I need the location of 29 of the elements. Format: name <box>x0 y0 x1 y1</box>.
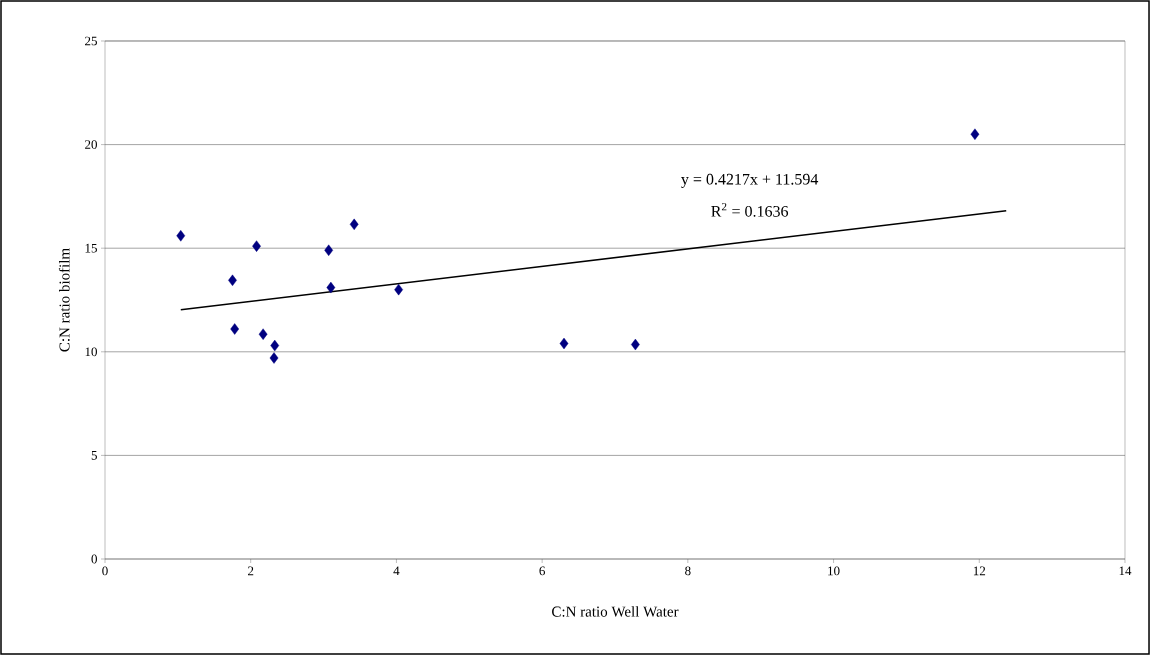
x-tick-label: 12 <box>973 566 986 576</box>
point <box>559 337 569 350</box>
x-axis-title: C:N ratio Well Water <box>552 606 679 617</box>
y-tick-label: 5 <box>91 451 97 460</box>
point <box>970 128 980 140</box>
point <box>270 339 280 352</box>
y-axis-title: C:N ratio biofilm <box>58 248 70 352</box>
x-tick-label: 6 <box>539 566 545 576</box>
x-tick-label: 10 <box>828 566 840 576</box>
x-tick-label: 4 <box>393 566 400 576</box>
annotation: y = 0.4217x + 11.594 <box>681 173 819 188</box>
y-tick-label: 20 <box>85 140 97 149</box>
x-tick-label: 8 <box>685 566 691 576</box>
point <box>176 230 186 242</box>
point <box>326 281 336 294</box>
annotation: R$^{2}$ = 0.1636 <box>711 202 789 217</box>
point <box>230 323 240 335</box>
point <box>269 352 279 364</box>
x-tick-label: 2 <box>248 566 254 576</box>
point <box>349 218 359 231</box>
point <box>252 240 261 252</box>
x-tick-label: 0 <box>102 566 108 576</box>
point <box>258 328 268 340</box>
y-tick-label: 0 <box>91 554 97 564</box>
y-tick-label: 15 <box>85 243 97 253</box>
y-tick-label: 10 <box>85 347 97 357</box>
x-tick-label: 14 <box>1119 566 1132 576</box>
point <box>324 244 333 256</box>
y-tick-label: 25 <box>85 36 97 46</box>
